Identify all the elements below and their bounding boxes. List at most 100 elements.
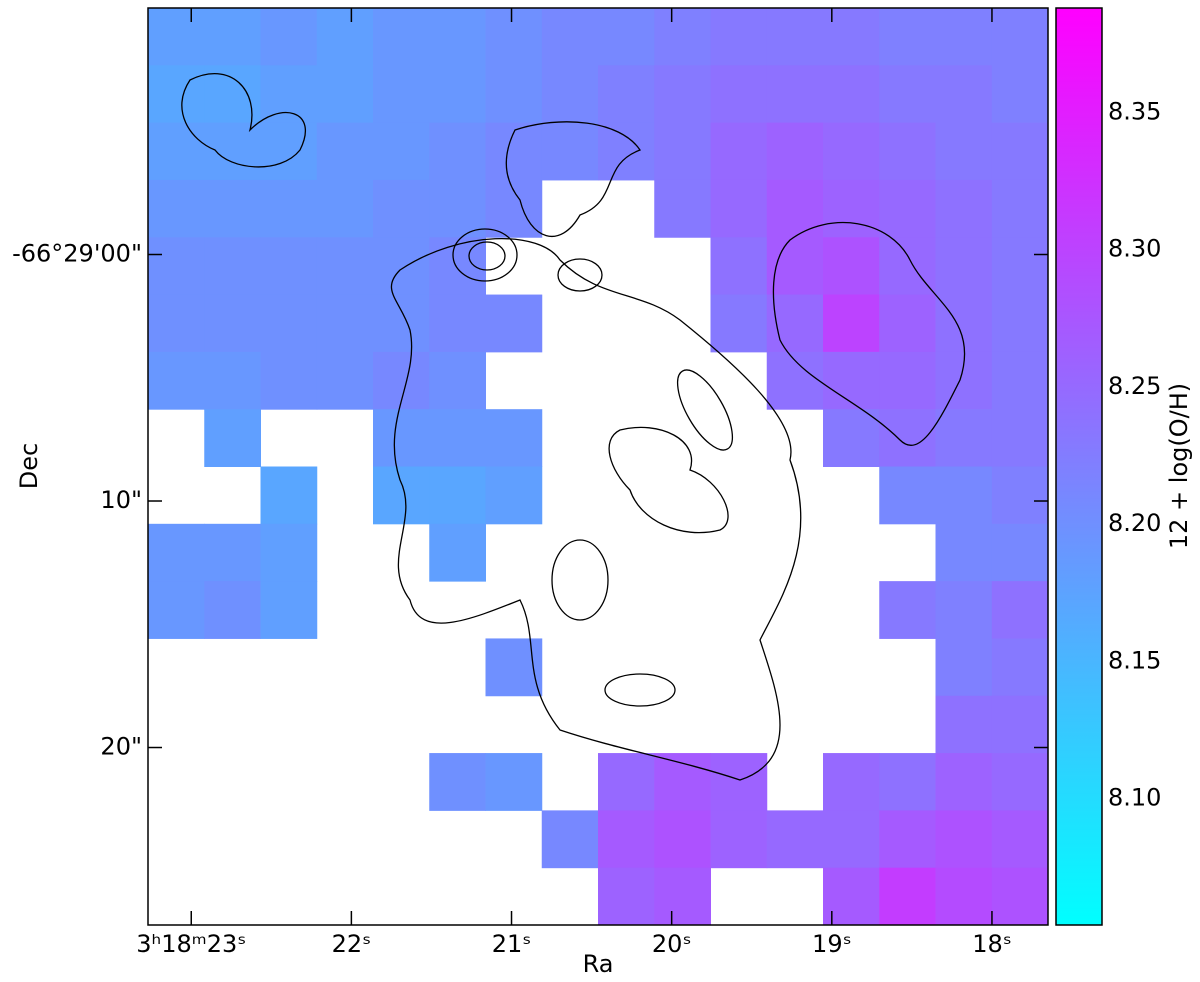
heatmap-cell xyxy=(710,8,768,66)
heatmap-cell xyxy=(429,65,486,124)
heatmap-cell xyxy=(654,179,711,238)
contour xyxy=(181,73,306,168)
heatmap-cell xyxy=(485,466,543,525)
heatmap-cell xyxy=(991,810,1049,869)
heatmap-cell xyxy=(316,351,374,410)
heatmap-cell xyxy=(485,753,543,811)
heatmap-cell xyxy=(204,122,261,181)
heatmap-cell xyxy=(429,409,486,467)
heatmap-cell xyxy=(935,237,993,296)
heatmap-cell xyxy=(373,237,430,296)
heatmap-cell xyxy=(879,351,936,410)
heatmap-cell xyxy=(991,695,1049,754)
heatmap-cell xyxy=(429,179,486,238)
heatmap-cell xyxy=(935,409,993,467)
heatmap-cell xyxy=(541,65,599,124)
heatmap-cell xyxy=(879,409,936,467)
colorbar-tick-label: 8.10 xyxy=(1108,784,1161,812)
colorbar-tick-label: 8.30 xyxy=(1108,235,1161,263)
heatmap-cell xyxy=(204,409,261,467)
heatmap-cell xyxy=(204,294,261,353)
heatmap-cell xyxy=(316,237,374,296)
heatmap-cell xyxy=(429,8,486,66)
heatmap-cell xyxy=(485,179,543,238)
heatmap-cell xyxy=(260,122,318,181)
heatmap-cell xyxy=(373,8,430,66)
heatmap-cell xyxy=(766,294,824,353)
heatmap-cell xyxy=(991,523,1049,582)
heatmap-cell xyxy=(316,122,374,181)
heatmap-cell xyxy=(879,581,936,639)
heatmap-cell xyxy=(316,179,374,238)
colorbar-tick-label: 8.25 xyxy=(1108,372,1161,400)
heatmap-cell xyxy=(598,122,655,181)
heatmap-cell xyxy=(148,122,205,181)
heatmap-cell xyxy=(316,294,374,353)
heatmap-cell xyxy=(373,409,430,467)
heatmap-cell xyxy=(204,523,261,582)
x-tick-label: 20ˢ xyxy=(652,930,692,958)
contour xyxy=(551,539,609,621)
y-tick-label: 10" xyxy=(100,486,142,514)
axes: 3ʰ18ᵐ23ˢ 22ˢ 21ˢ 20ˢ 19ˢ 18ˢ -66°29'00" 10" 20" 8… xyxy=(12,8,1161,958)
heatmap-cell xyxy=(260,8,318,66)
heatmap-cell xyxy=(879,65,936,124)
heatmap-cell xyxy=(879,237,936,296)
heatmap-cell xyxy=(598,810,655,869)
heatmap-cell xyxy=(429,523,486,582)
heatmap-cell xyxy=(935,122,993,181)
heatmap-cell xyxy=(823,810,880,869)
heatmap-cell xyxy=(654,753,711,811)
heatmap-cell xyxy=(710,294,768,353)
heatmap-cell xyxy=(710,65,768,124)
heatmap-cell xyxy=(148,8,205,66)
heatmap-cell xyxy=(429,122,486,181)
heatmap-cell xyxy=(991,753,1049,811)
heatmap-cell xyxy=(935,581,993,639)
heatmap-cell xyxy=(204,179,261,238)
colorbar xyxy=(1056,8,1102,925)
contour xyxy=(557,258,603,292)
heatmap-cell xyxy=(485,409,543,467)
x-tick-label: 19ˢ xyxy=(812,930,852,958)
heatmap-cell xyxy=(710,237,768,296)
contour xyxy=(608,426,729,534)
heatmap-cell xyxy=(991,8,1049,66)
heatmap-cell xyxy=(879,466,936,525)
heatmap-cells xyxy=(148,8,1049,926)
contours xyxy=(181,73,966,781)
colorbar-frame xyxy=(1055,7,1103,926)
contour xyxy=(468,241,506,271)
x-tick-label: 18ˢ xyxy=(972,930,1012,958)
heatmap-cell xyxy=(991,237,1049,296)
heatmap-cell xyxy=(823,753,880,811)
contour xyxy=(772,221,966,446)
heatmap-cell xyxy=(879,179,936,238)
heatmap-cell xyxy=(710,179,768,238)
colorbar-tick-label: 8.15 xyxy=(1108,646,1161,674)
heatmap-cell xyxy=(935,810,993,869)
heatmap-cell xyxy=(710,753,768,811)
heatmap-cell xyxy=(935,638,993,697)
heatmap-cell xyxy=(991,351,1049,410)
heatmap-cell xyxy=(991,122,1049,181)
heatmap-cell xyxy=(541,8,599,66)
x-tick-label: 22ˢ xyxy=(332,930,372,958)
heatmap-cell xyxy=(541,122,599,181)
heatmap-cell xyxy=(935,179,993,238)
heatmap-cell xyxy=(823,351,880,410)
heatmap-cell xyxy=(148,294,205,353)
heatmap-cell xyxy=(879,122,936,181)
heatmap-cell xyxy=(935,753,993,811)
heatmap-cell xyxy=(260,351,318,410)
contour xyxy=(452,228,518,282)
heatmap-cell xyxy=(991,581,1049,639)
heatmap-cell xyxy=(316,8,374,66)
heatmap-cell xyxy=(935,8,993,66)
heatmap-cell xyxy=(766,122,824,181)
heatmap-cell xyxy=(991,466,1049,525)
heatmap-cell xyxy=(373,294,430,353)
heatmap-cell xyxy=(260,466,318,525)
contour xyxy=(390,238,802,781)
